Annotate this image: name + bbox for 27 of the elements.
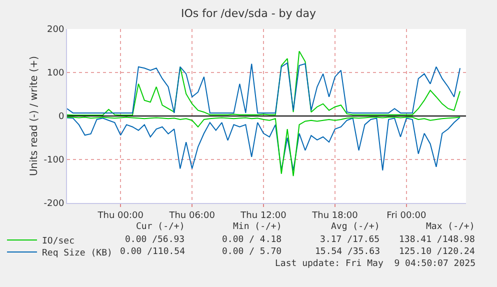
text: Avg (-/+): [331, 222, 380, 232]
text: 15.54 /35.63: [315, 247, 380, 257]
text: 125.10 /120.24: [399, 247, 475, 257]
y-tick-label: 200: [47, 25, 64, 36]
x-tick-label: Thu 06:00: [168, 210, 216, 221]
y-tick-label: 100: [47, 68, 64, 79]
text: 0.00 / 4.18: [222, 235, 282, 245]
y-tick-label: -100: [44, 156, 64, 166]
text: Cur (-/+): [136, 222, 185, 232]
text: Last update: Fri May 9 04:50:07 2025: [275, 259, 476, 269]
y-tick-label: -200: [44, 199, 64, 210]
x-tick-label: Thu 12:00: [240, 210, 287, 221]
text: Min (-/+): [233, 222, 282, 232]
text: Max (-/+): [426, 222, 475, 232]
text: 0.00 / 5.70: [222, 247, 282, 257]
chart-title: IOs for /dev/sda - by day: [180, 6, 317, 20]
text: 0.00 /110.54: [120, 247, 186, 257]
legend-label: Req Size (KB): [42, 248, 112, 259]
legend-label: IO/sec: [42, 236, 75, 247]
x-tick-label: Fri 00:00: [386, 210, 426, 221]
y-tick-label: 0: [58, 112, 64, 122]
x-tick-label: Thu 00:00: [96, 210, 144, 221]
text: 0.00 /56.93: [125, 235, 185, 245]
y-axis-title: Units read (-) / write (+): [28, 56, 40, 176]
text: 3.17 /17.65: [320, 235, 380, 245]
x-tick-label: Thu 18:00: [311, 210, 358, 221]
text: 138.41 /148.98: [399, 235, 475, 245]
